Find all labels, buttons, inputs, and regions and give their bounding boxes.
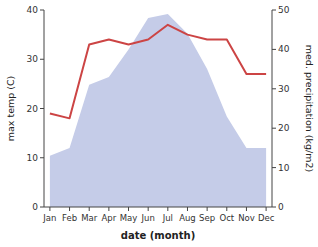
x-tick — [148, 207, 149, 211]
y2-tick — [272, 88, 276, 89]
x-tick — [49, 207, 50, 211]
x-tick-label: Nov — [238, 213, 255, 223]
x-tick-label: Oct — [219, 213, 234, 223]
y-tick — [40, 207, 44, 208]
x-tick — [167, 207, 168, 211]
x-tick-label: Feb — [62, 213, 77, 223]
x-axis-line — [44, 207, 272, 208]
x-tick-label: Jun — [141, 213, 155, 223]
y-tick — [40, 10, 44, 11]
x-tick — [128, 207, 129, 211]
precipitation-area — [50, 14, 266, 207]
y2-tick — [272, 167, 276, 168]
y2-tick — [272, 207, 276, 208]
x-tick-label: May — [120, 213, 138, 223]
x-tick — [187, 207, 188, 211]
x-tick-label: Sep — [199, 213, 215, 223]
y2-tick — [272, 49, 276, 50]
y-tick-label: 40 — [27, 5, 39, 15]
y2-axis-line — [272, 10, 273, 207]
chart: 0 10 20 30 40 0 10 20 30 40 50 Jan Feb Mar AprMayJun Ju… — [0, 0, 318, 247]
y-axis-label: max temp (C) — [5, 76, 16, 142]
x-tick-label: Dec — [258, 213, 275, 223]
x-tick — [207, 207, 208, 211]
temperature-line — [50, 25, 266, 119]
y-tick-label: 30 — [27, 54, 39, 64]
x-tick-label: Jul — [162, 213, 173, 223]
x-tick-label: Jan — [42, 213, 56, 223]
y2-axis-label: med. precipitation (kg/m2) — [304, 45, 315, 172]
plot-area — [50, 14, 266, 207]
y-tick-label: 0 — [32, 202, 38, 212]
y-tick — [40, 108, 44, 109]
x-tick-label: Mar — [81, 213, 98, 223]
x-axis-label: date (month) — [121, 230, 195, 241]
y2-tick — [272, 128, 276, 129]
y2-tick-label: 10 — [278, 163, 290, 173]
y-tick-label: 10 — [27, 153, 39, 163]
x-tick — [89, 207, 90, 211]
y-tick — [40, 157, 44, 158]
x-tick — [266, 207, 267, 211]
x-tick — [226, 207, 227, 211]
y2-tick-label: 20 — [278, 123, 290, 133]
y-tick — [40, 59, 44, 60]
y2-tick-label: 40 — [278, 44, 290, 54]
y2-tick-label: 0 — [278, 202, 284, 212]
x-tick — [246, 207, 247, 211]
y2-tick-label: 50 — [278, 5, 290, 15]
y-tick-label: 20 — [27, 104, 39, 114]
x-tick — [69, 207, 70, 211]
y2-tick — [272, 10, 276, 11]
y2-tick-label: 30 — [278, 84, 290, 94]
x-tick — [108, 207, 109, 211]
x-tick-label: Aug — [179, 213, 196, 223]
x-tick-label: Apr — [102, 213, 117, 223]
